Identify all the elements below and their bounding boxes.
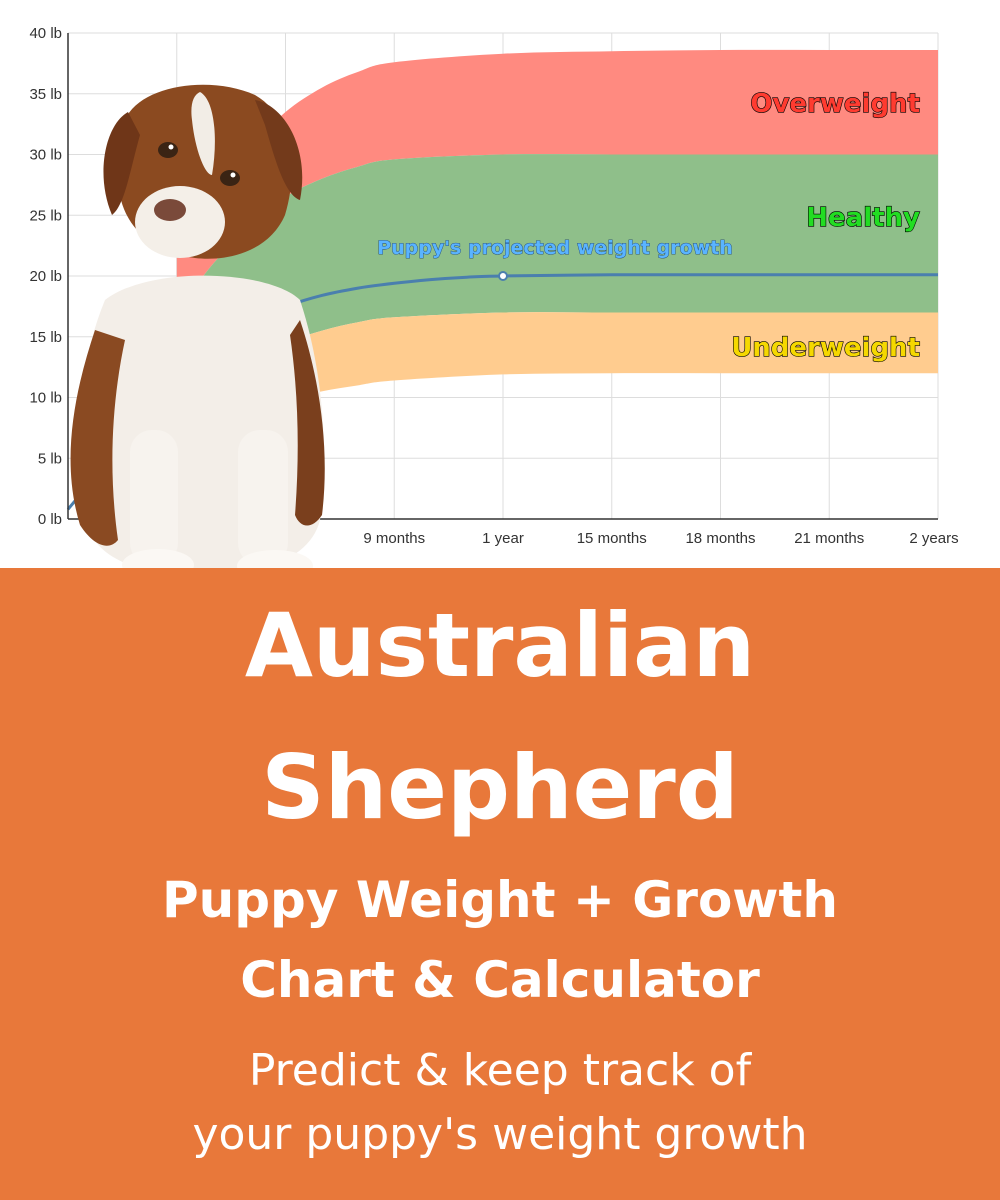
- puppy-paw-left: [122, 549, 194, 568]
- weight-bands: [176, 49, 939, 447]
- puppy-flank: [70, 330, 125, 546]
- band-underweight: [176, 312, 939, 447]
- puppy-eye-right: [220, 170, 240, 186]
- puppy-ear-right: [255, 100, 303, 200]
- puppy-leg-left: [130, 430, 178, 565]
- puppy-nose: [154, 199, 186, 221]
- growth-chart: 0 lb 5 lb 10 lb 15 lb 20 lb 25 lb 30 lb 35 lb 40…: [0, 0, 1000, 568]
- x-tick-label: 15 months: [577, 530, 647, 547]
- x-tick-label: 2 years: [909, 530, 958, 547]
- y-tick-label: 30 lb: [29, 147, 62, 164]
- puppy-muzzle: [135, 186, 225, 258]
- projection-label: Puppy's projected weight growth: [377, 237, 733, 259]
- band-label-overweight: Overweight: [750, 89, 920, 119]
- puppy-flank-right: [290, 320, 325, 526]
- puppy-paw-right: [237, 550, 313, 568]
- x-tick-label: 9 months: [363, 530, 425, 547]
- x-tick-label: 21 months: [794, 530, 864, 547]
- title-banner: Australian Shepherd Puppy Weight + Growt…: [0, 568, 1000, 1200]
- puppy-ear-left: [103, 112, 140, 215]
- puppy-eye-left-glint: [168, 144, 174, 150]
- subtitle-line-2: Chart & Calculator: [240, 951, 760, 1009]
- y-tick-label: 20 lb: [29, 268, 62, 285]
- y-tick-label: 0 lb: [38, 511, 62, 528]
- puppy-blaze: [191, 92, 215, 175]
- y-tick-label: 25 lb: [29, 207, 62, 224]
- chart-svg: 0 lb 5 lb 10 lb 15 lb 20 lb 25 lb 30 lb 35 lb 40…: [29, 25, 959, 568]
- puppy-photo: [70, 84, 325, 568]
- y-tick-label: 40 lb: [29, 25, 62, 42]
- band-overweight: [176, 49, 939, 313]
- puppy-eye-left: [158, 142, 178, 158]
- subtitle-line-1: Puppy Weight + Growth: [162, 871, 838, 929]
- y-tick-label: 15 lb: [29, 329, 62, 346]
- chart-axes: 0 lb 5 lb 10 lb 15 lb 20 lb 25 lb 30 lb 35 lb 40…: [29, 25, 958, 547]
- breed-title-line-1: Australian: [244, 594, 756, 697]
- y-tick-label: 5 lb: [38, 450, 62, 467]
- band-healthy: [176, 154, 939, 410]
- y-tick-label: 10 lb: [29, 390, 62, 407]
- puppy-eye-right-glint: [230, 172, 236, 178]
- x-tick-label: 1 year: [482, 530, 524, 547]
- band-label-underweight: Underweight: [731, 333, 920, 363]
- chart-labels: Overweight Healthy Underweight Puppy's proj…: [377, 88, 921, 363]
- projection-marker: [498, 271, 508, 281]
- y-tick-label: 35 lb: [29, 86, 62, 103]
- x-tick-label: 18 months: [685, 530, 755, 547]
- puppy-leg-right: [238, 430, 288, 565]
- band-label-healthy: Healthy: [806, 203, 920, 233]
- tagline-line-2: your puppy's weight growth: [192, 1109, 808, 1160]
- tagline-line-1: Predict & keep track of: [248, 1045, 752, 1096]
- breed-title-line-2: Shepherd: [261, 736, 739, 839]
